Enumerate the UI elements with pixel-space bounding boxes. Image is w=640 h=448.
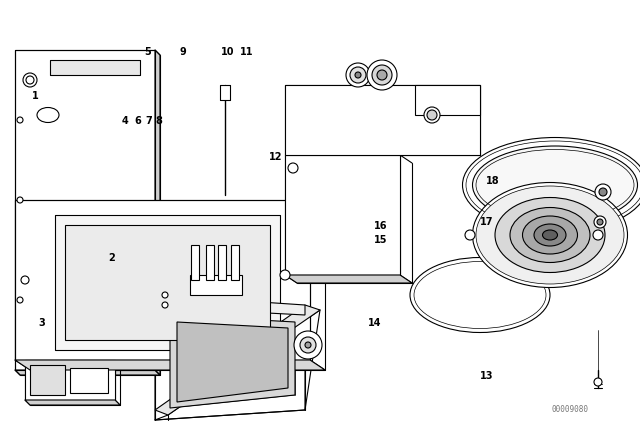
Circle shape [593,230,603,240]
Polygon shape [30,365,65,395]
Circle shape [17,117,23,123]
Text: 17: 17 [479,217,493,227]
Polygon shape [65,225,270,340]
Polygon shape [15,360,325,370]
Circle shape [162,302,168,308]
Text: 2: 2 [109,253,115,263]
Polygon shape [218,245,226,280]
Polygon shape [55,215,280,350]
Circle shape [594,378,602,386]
Polygon shape [155,50,160,375]
Ellipse shape [472,146,637,224]
Circle shape [372,65,392,85]
Polygon shape [155,305,320,415]
Text: 3: 3 [38,318,45,327]
Polygon shape [415,85,480,115]
Circle shape [377,70,387,80]
Text: 15: 15 [374,235,388,245]
Text: 7: 7 [145,116,152,126]
Polygon shape [191,245,199,280]
Circle shape [17,197,23,203]
Polygon shape [177,322,288,402]
Text: 16: 16 [374,221,388,231]
Text: 5: 5 [144,47,150,56]
Circle shape [26,76,34,84]
Ellipse shape [37,108,59,122]
Text: 13: 13 [479,371,493,381]
Polygon shape [285,85,480,155]
Polygon shape [25,400,120,405]
Circle shape [162,292,168,298]
Ellipse shape [543,230,557,240]
Polygon shape [155,295,305,420]
Ellipse shape [410,258,550,332]
Ellipse shape [472,182,627,288]
Circle shape [300,337,316,353]
Polygon shape [190,275,242,295]
Polygon shape [170,315,295,408]
Text: 8: 8 [156,116,162,126]
Circle shape [594,216,606,228]
Circle shape [280,270,290,280]
Circle shape [23,73,37,87]
Text: 6: 6 [134,116,141,126]
Text: 10: 10 [220,47,234,56]
Text: 12: 12 [268,152,282,162]
Circle shape [595,184,611,200]
Text: 14: 14 [367,318,381,327]
Circle shape [599,188,607,196]
Polygon shape [50,60,140,75]
Text: 1: 1 [32,91,38,101]
Circle shape [350,67,366,83]
Polygon shape [285,155,400,275]
Ellipse shape [476,186,624,284]
Polygon shape [15,370,160,375]
Circle shape [288,163,298,173]
Circle shape [367,60,397,90]
Polygon shape [231,245,239,280]
Polygon shape [285,275,412,283]
Circle shape [427,110,437,120]
Polygon shape [70,368,108,393]
Circle shape [346,63,370,87]
Circle shape [355,72,361,78]
Ellipse shape [522,216,577,254]
Polygon shape [220,85,230,100]
Text: 11: 11 [239,47,253,56]
Circle shape [294,331,322,359]
Circle shape [21,276,29,284]
Circle shape [17,297,23,303]
Circle shape [597,219,603,225]
Ellipse shape [510,207,590,263]
Polygon shape [155,295,305,315]
Polygon shape [15,50,155,370]
Polygon shape [15,200,310,360]
Text: 00009080: 00009080 [552,405,589,414]
Circle shape [305,342,311,348]
Circle shape [465,230,475,240]
Text: 9: 9 [179,47,186,56]
Circle shape [424,107,440,123]
Polygon shape [25,360,115,400]
Text: 4: 4 [122,116,128,126]
Ellipse shape [534,224,566,246]
Polygon shape [206,245,214,280]
Ellipse shape [463,138,640,233]
Ellipse shape [495,198,605,272]
Text: 18: 18 [486,177,500,186]
